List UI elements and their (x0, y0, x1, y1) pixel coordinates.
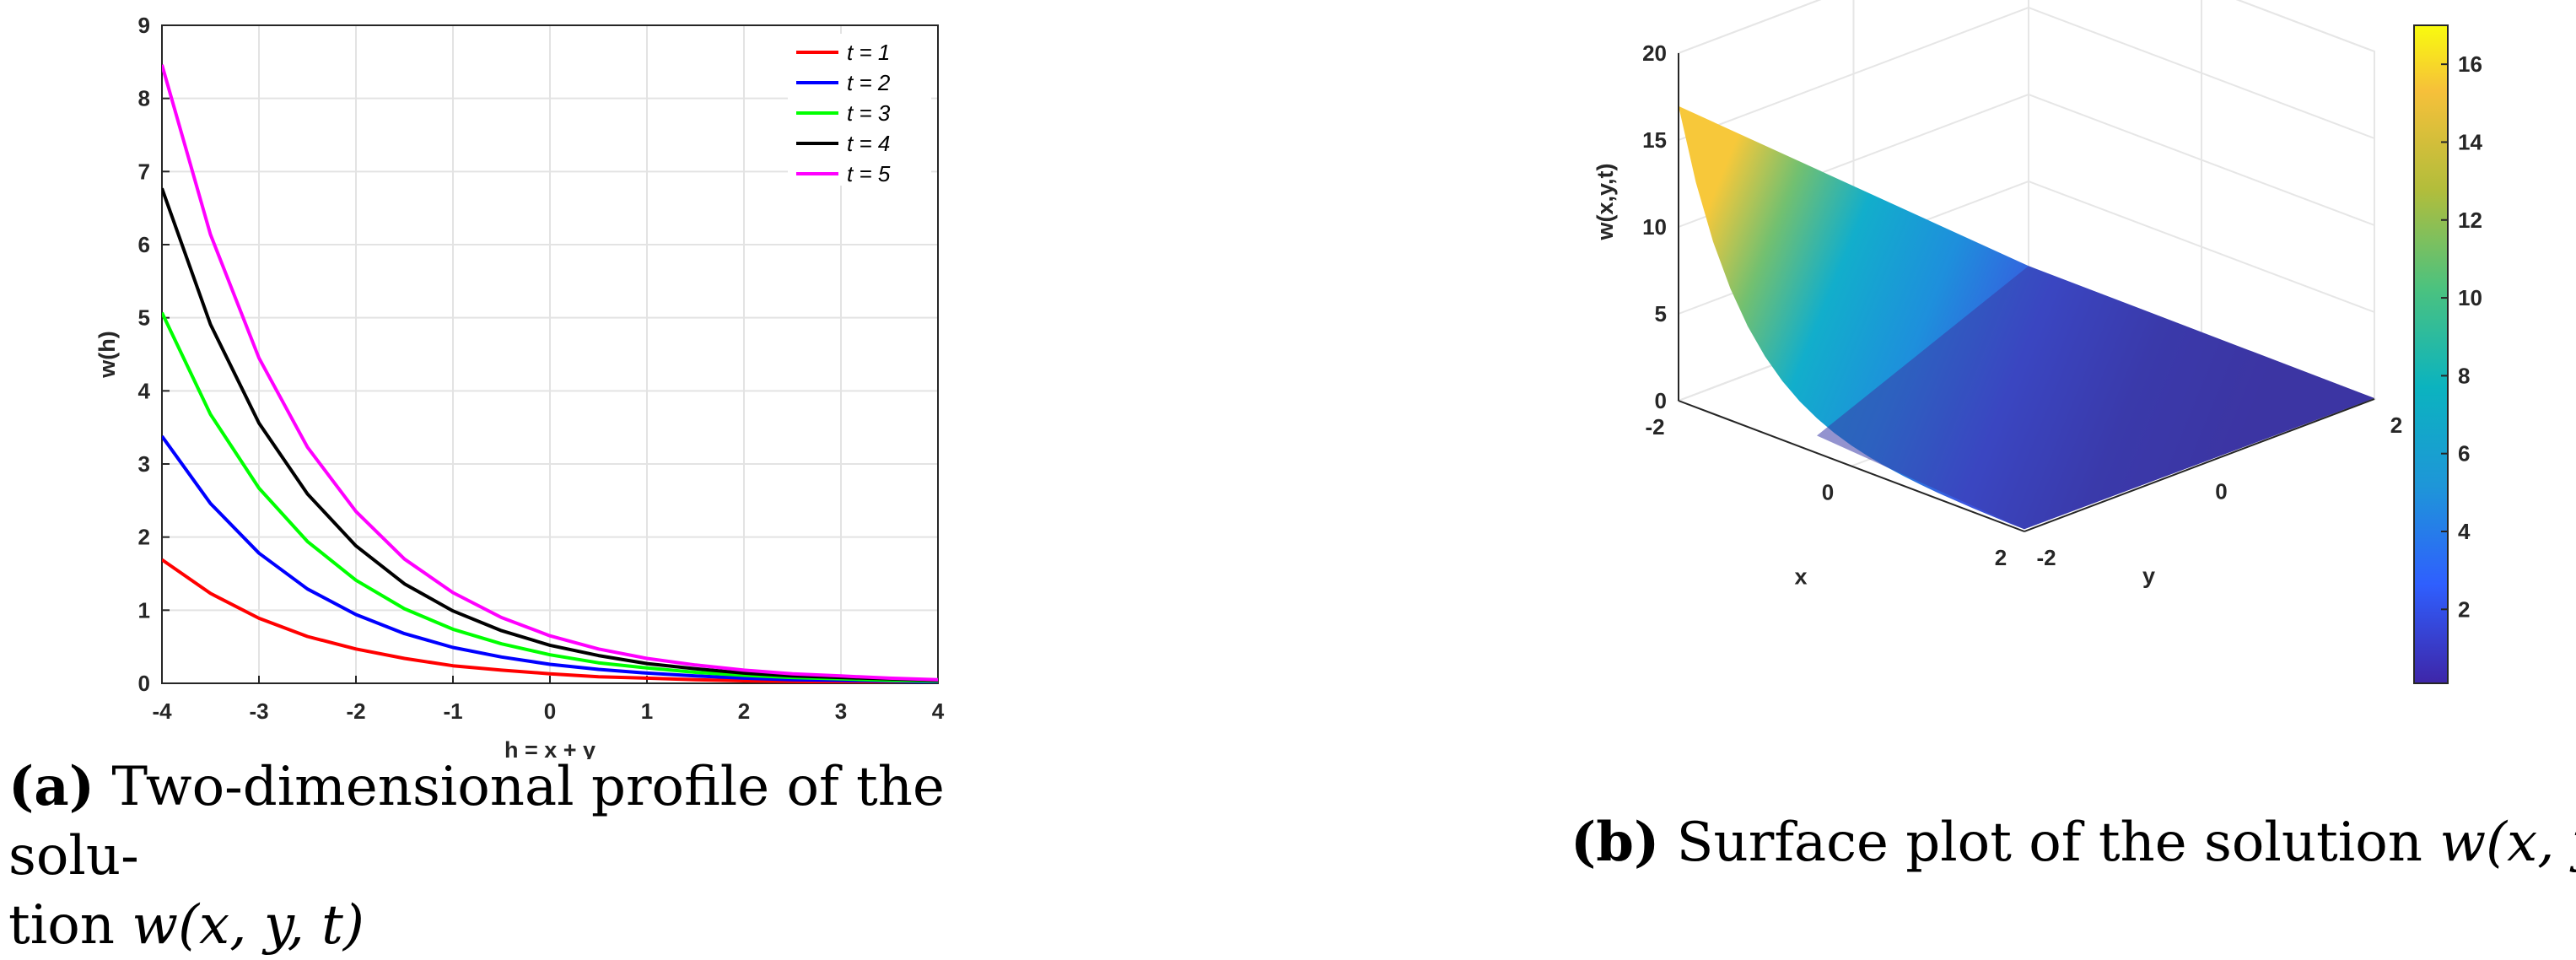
y-axis-label-3d: y (2142, 564, 2155, 589)
plot-frame-a (161, 24, 939, 684)
caption-b-label: (b) (1571, 811, 1660, 874)
y-tick-label: 3 (138, 451, 150, 477)
caption-a-text-line1: Two-dimensional profile of the solu- (8, 756, 945, 887)
x-tick-label: -4 (152, 698, 172, 724)
x-axis-label: h = x + y (504, 737, 595, 759)
legend-entry: t = 2 (847, 70, 891, 95)
z-tick-label: 20 (1642, 40, 1667, 66)
series-group (162, 64, 938, 683)
colorbar-tick-label: 6 (2458, 441, 2470, 467)
legend-entry: t = 4 (847, 131, 890, 156)
x-axis-line (1678, 400, 2025, 532)
colorbar-tick-label: 8 (2458, 363, 2470, 388)
chart-a: -4 -3 -2 -1 0 1 2 3 4 0 1 2 3 4 5 6 7 8 9 h = x + y w(h) t = … (94, 13, 945, 759)
z-tick-label: 5 (1655, 301, 1667, 326)
x-tick-label: 1 (641, 698, 653, 724)
x-tick-label-3d: -2 (1645, 414, 1664, 440)
y-tick-label: 9 (138, 13, 150, 38)
y-axis-label: w(h) (94, 331, 120, 378)
y-tick-label-3d: -2 (2036, 545, 2056, 570)
z-axis-label: w(x,y,t) (1592, 163, 1618, 240)
series-line (162, 64, 938, 682)
x-tick-label: 4 (932, 698, 945, 724)
z-tick-label: 15 (1642, 127, 1667, 153)
caption-b: (b) Surface plot of the solution w(x, y,… (1571, 808, 2576, 877)
caption-b-text: Surface plot of the solution (1676, 812, 2422, 874)
y-tick-label: 0 (138, 671, 150, 696)
caption-a: (a) Two-dimensional profile of the solu-… (8, 752, 1088, 960)
x-tick-label: 2 (738, 698, 750, 724)
x-tick-label: -2 (346, 698, 365, 724)
caption-a-math: w(x, y, t) (132, 894, 364, 957)
legend-entry: t = 1 (847, 40, 890, 65)
caption-a-label: (a) (8, 755, 95, 818)
y-tick-label-3d: 2 (2390, 413, 2402, 438)
x-tick-label: 3 (835, 698, 847, 724)
y-tick-label: 4 (138, 378, 151, 403)
z-gridline (1678, 0, 2375, 54)
legend-box (788, 34, 931, 186)
colorbar-tick-label: 14 (2458, 129, 2482, 154)
colorbar-tick-label: 4 (2458, 519, 2471, 544)
y-axis-line (2024, 398, 2375, 532)
x-tick-label-3d: 0 (1822, 480, 1834, 505)
y-tick-label: 8 (138, 86, 150, 111)
y-tick-label: 5 (138, 305, 150, 331)
y-tick-label: 1 (138, 597, 150, 623)
colorbar-tick-label: 2 (2458, 596, 2470, 622)
colorbar-tick-label: 10 (2458, 285, 2482, 310)
x-tick-label: 0 (544, 698, 556, 724)
colorbar-tick-label: 12 (2458, 208, 2482, 233)
y-tick-label-3d: 0 (2215, 479, 2227, 504)
x-axis-label-3d: x (1794, 564, 1807, 590)
z-gridline (1678, 6, 2375, 141)
y-tick-label: 2 (138, 525, 150, 550)
series-line (162, 187, 938, 682)
x-tick-label: -3 (249, 698, 268, 724)
caption-a-text-line2: tion (8, 894, 115, 957)
series-line (162, 558, 938, 683)
y-tick-label: 6 (138, 232, 150, 257)
legend-entry: t = 3 (847, 100, 891, 126)
legend-entry: t = 5 (847, 161, 891, 186)
colorbar-tick-label: 16 (2458, 51, 2482, 77)
caption-b-math: w(x, y, t) (2439, 812, 2576, 874)
colorbar (2413, 24, 2449, 684)
x-tick-label-3d: 2 (1995, 545, 2007, 570)
series-line (162, 434, 938, 683)
z-tick-label: 10 (1642, 214, 1667, 240)
surface-shade (1817, 266, 2374, 530)
y-tick-label: 7 (138, 159, 150, 184)
legend: t = 1 t = 2 t = 3 t = 4 t = 5 (788, 34, 931, 186)
z-tick-label: 0 (1655, 388, 1667, 413)
x-tick-label: -1 (443, 698, 462, 724)
